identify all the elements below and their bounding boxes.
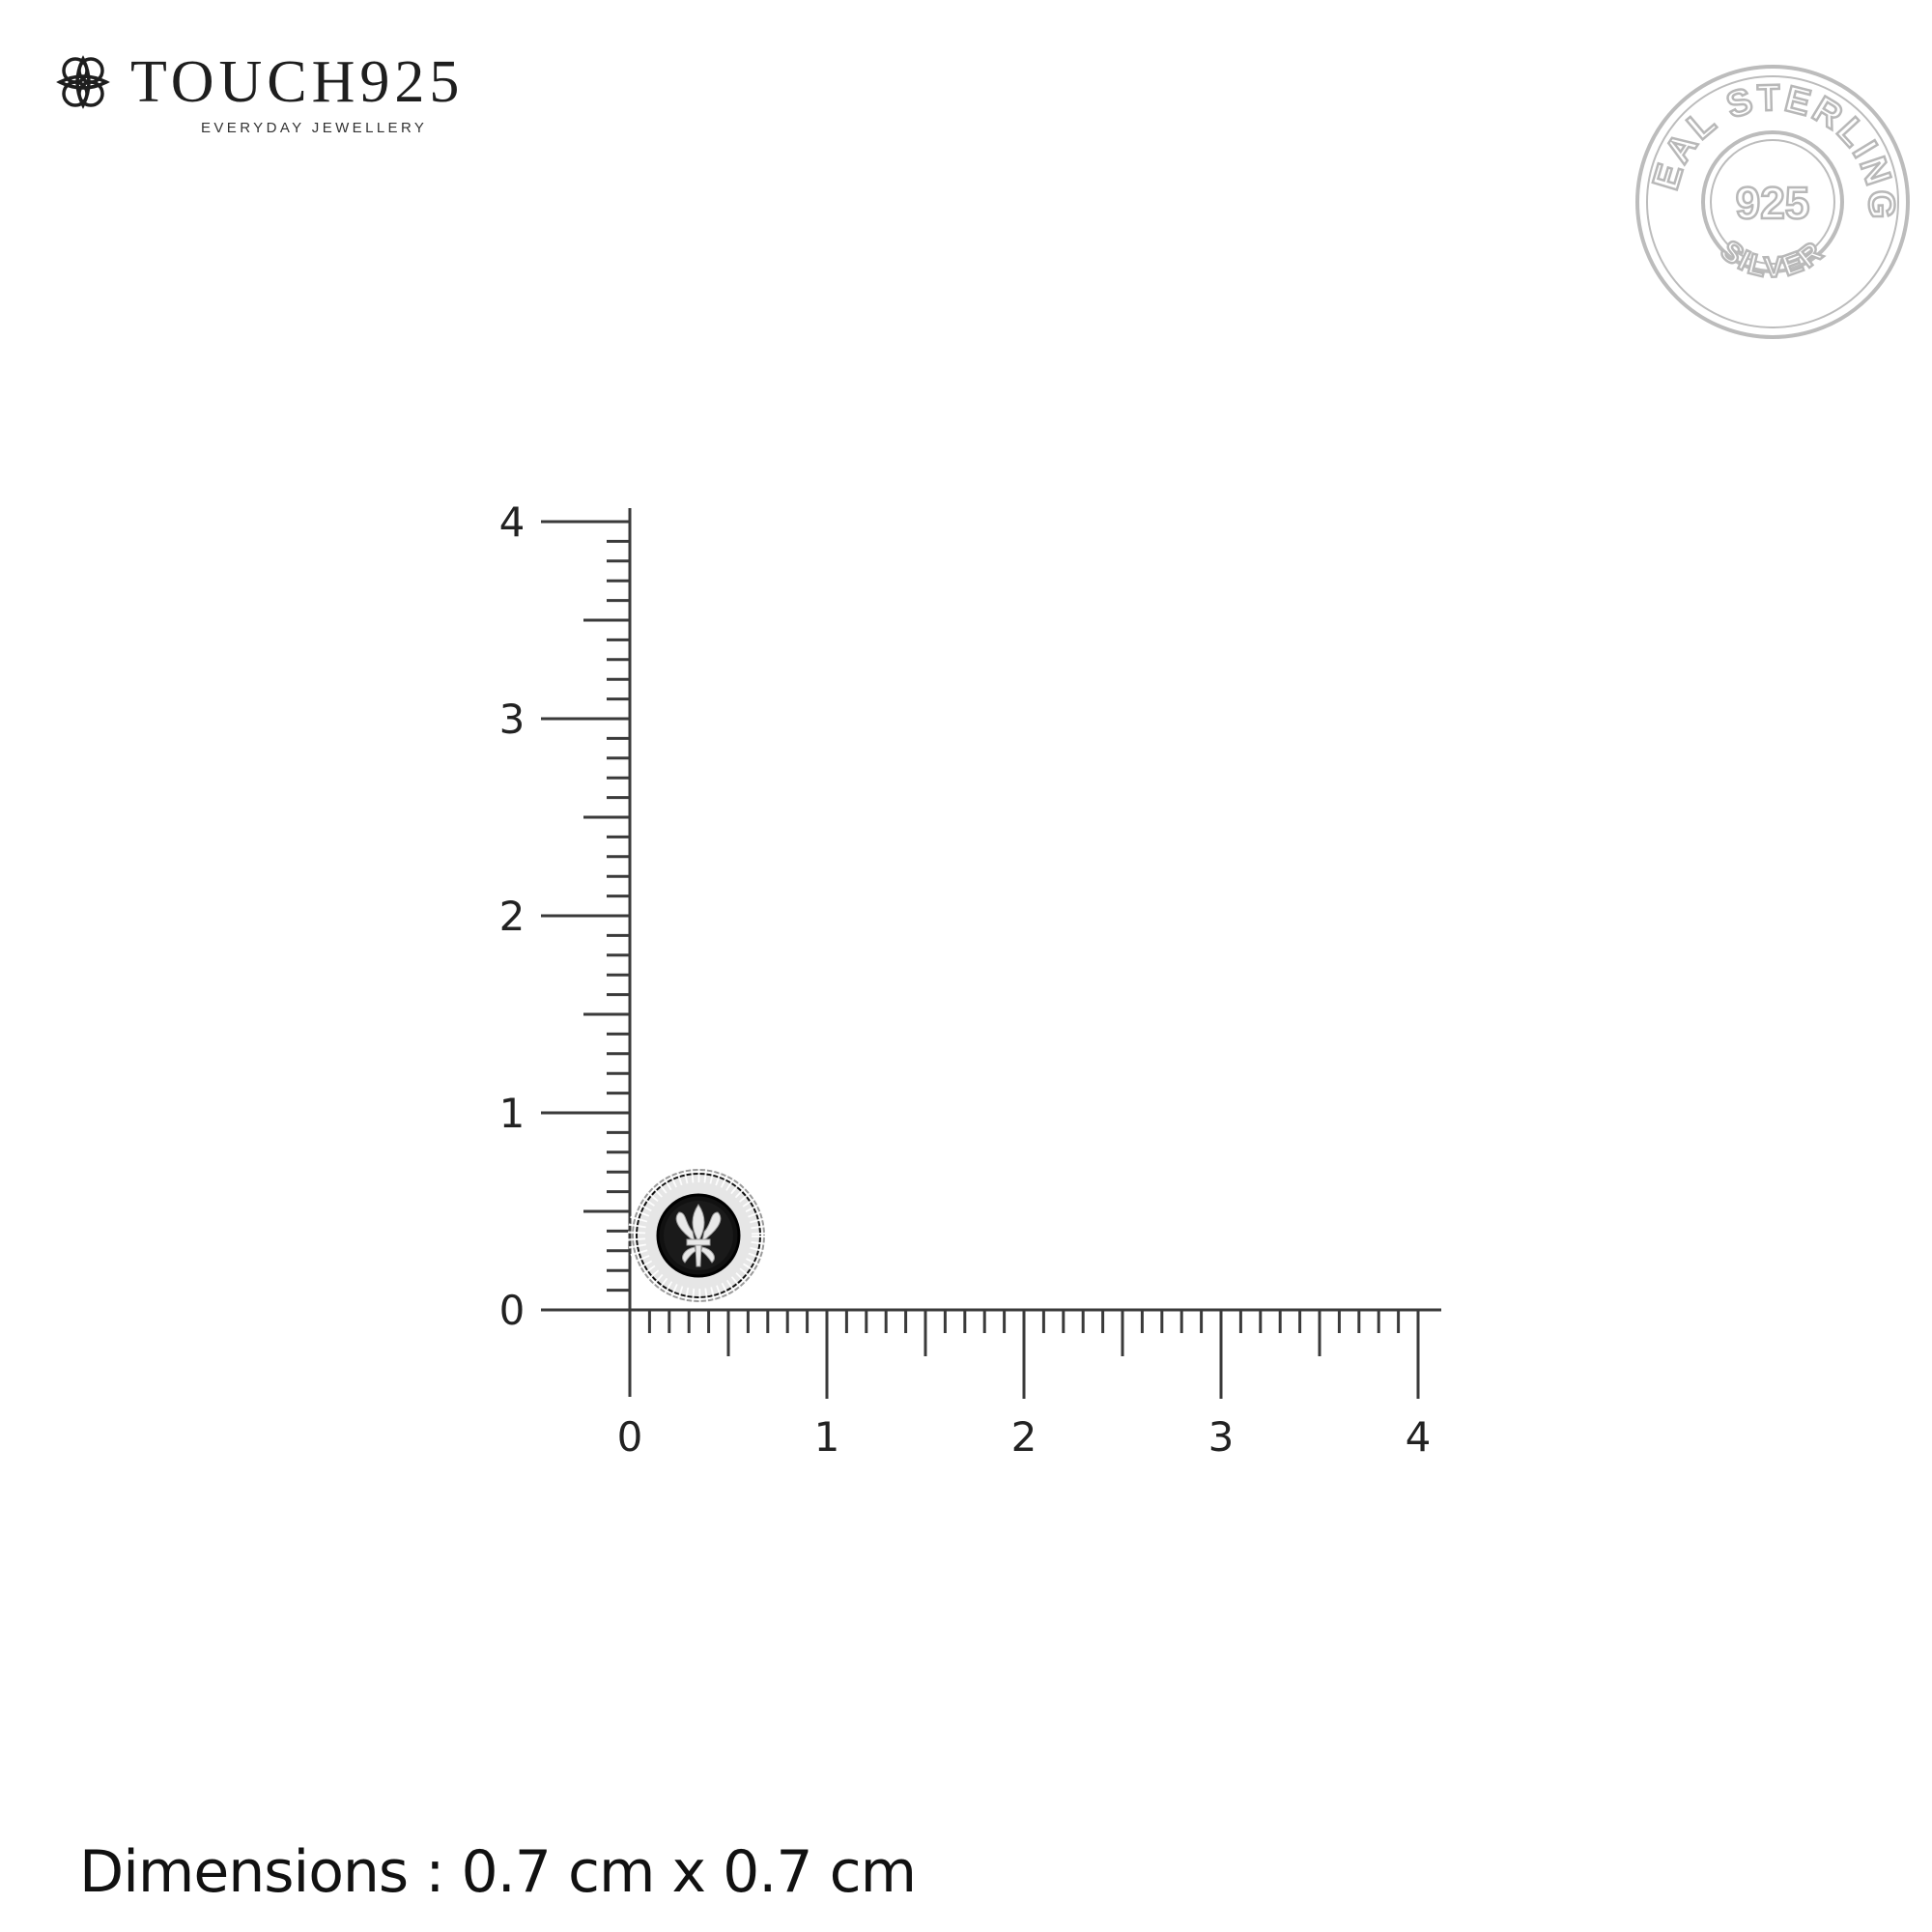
dimensions-text: Dimensions : 0.7 cm x 0.7 cm: [79, 1838, 917, 1906]
brand-tagline: EVERYDAY JEWELLERY: [201, 120, 428, 136]
fleur-de-lis-stud-earring: [628, 1165, 769, 1306]
y-tick-label: 4: [499, 498, 526, 546]
x-tick-label: 4: [1406, 1413, 1432, 1461]
sterling-silver-seal: REAL STERLING SILVER 925: [1633, 62, 1910, 339]
x-tick-label: 1: [814, 1413, 840, 1461]
y-tick-label: 2: [499, 893, 526, 940]
y-tick-label: 0: [499, 1287, 526, 1334]
y-tick-label: 1: [499, 1090, 526, 1137]
x-tick-label: 2: [1011, 1413, 1037, 1461]
x-tick-label: 3: [1208, 1413, 1235, 1461]
brand-name: TOUCH925: [130, 49, 465, 115]
y-tick-label: 3: [499, 696, 526, 743]
brand-logo-icon: [56, 55, 110, 109]
seal-center-text: 925: [1736, 178, 1810, 228]
x-tick-label: 0: [617, 1413, 643, 1461]
